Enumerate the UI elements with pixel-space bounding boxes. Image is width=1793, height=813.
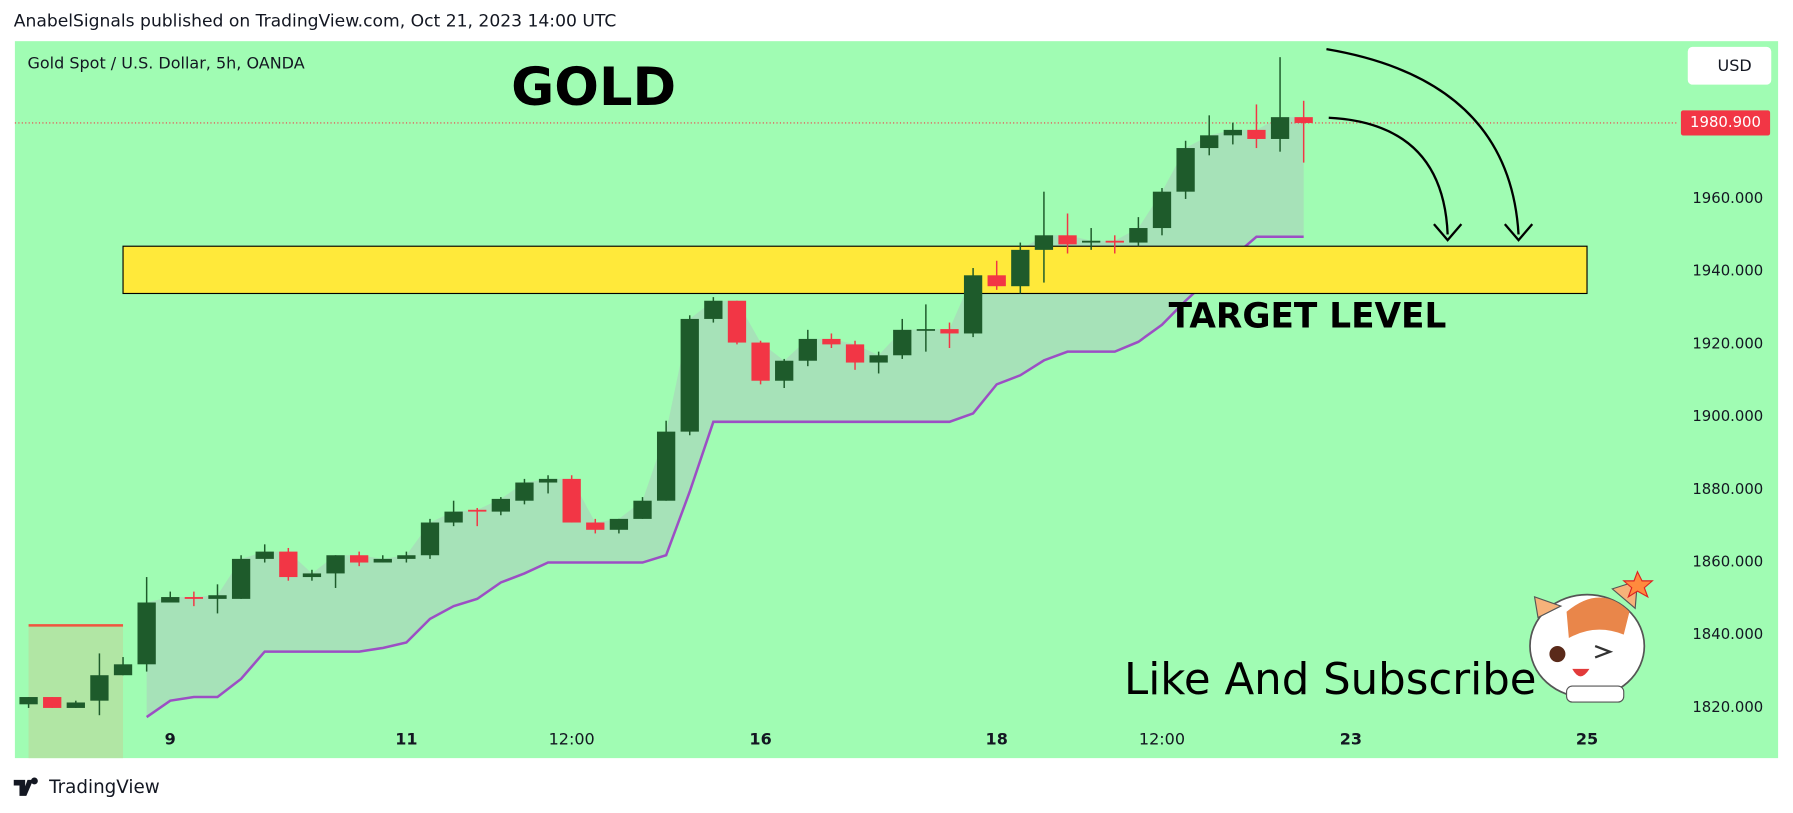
candle-body — [586, 522, 605, 530]
candle-body — [19, 697, 38, 705]
candle-body — [562, 478, 581, 523]
arrows — [1326, 48, 1534, 242]
candle-body — [656, 431, 676, 501]
star — [1622, 570, 1654, 599]
candle-body — [137, 602, 156, 665]
last-price-label: 1980.900 — [1690, 113, 1761, 131]
candle-body — [66, 702, 85, 708]
y-tick-label: 1820.000 — [1692, 698, 1763, 716]
candle-body — [113, 664, 133, 676]
candle-body — [1176, 148, 1195, 192]
candle-body — [1152, 191, 1172, 229]
candle-body — [1223, 129, 1242, 136]
candle-body — [491, 498, 510, 512]
candle-body — [161, 597, 180, 603]
chart-title: GOLD — [511, 57, 676, 118]
logo: TradingView — [13, 777, 160, 798]
footer: TradingView — [48, 777, 160, 798]
cat-sticker — [1529, 570, 1654, 703]
candle-body — [1011, 249, 1030, 287]
candle-body — [869, 355, 888, 363]
candle-body — [1058, 235, 1077, 245]
candle-body — [1129, 228, 1148, 243]
currency[interactable]: USD — [1718, 56, 1752, 75]
x-tick-label: 25 — [1576, 729, 1598, 748]
cat-body — [1565, 685, 1625, 703]
candle-body — [1294, 117, 1313, 123]
x-tick-label: 12:00 — [549, 729, 595, 748]
cat-wink — [1594, 644, 1614, 659]
x-tick-label: 16 — [749, 729, 771, 748]
header: AnabelSignals published on TradingView.c… — [14, 12, 617, 32]
annotation: TARGET LEVEL — [1169, 296, 1447, 336]
candle-body — [515, 482, 534, 501]
arrow-head — [1433, 223, 1463, 242]
candle-body — [987, 275, 1006, 287]
candle-body — [231, 558, 251, 599]
candle-body — [680, 318, 699, 432]
logo-mark — [13, 777, 38, 796]
candle-body — [1082, 240, 1101, 243]
candle-body — [1270, 117, 1290, 139]
x-tick-label: 18 — [986, 729, 1008, 748]
candle-body — [444, 511, 463, 523]
candle-body — [255, 551, 274, 559]
candle-body — [798, 338, 817, 361]
candle-body — [822, 338, 841, 345]
y-tick-label: 1900.000 — [1692, 407, 1763, 425]
candle-body — [963, 275, 983, 334]
arrow — [1326, 48, 1520, 235]
y-tick-label: 1880.000 — [1692, 480, 1763, 498]
cat-eye — [1549, 646, 1566, 663]
candle-body — [538, 478, 558, 483]
candle-body — [775, 360, 794, 381]
candle-body — [704, 300, 723, 319]
candle-body — [609, 518, 629, 530]
candle-body — [397, 555, 416, 559]
target-zone — [122, 245, 1588, 295]
candle-body — [184, 597, 204, 599]
y-tick-label: 1920.000 — [1692, 334, 1763, 352]
call-to-action: Like And Subscribe — [1124, 655, 1536, 705]
candle-body — [43, 697, 62, 708]
symbol: Gold Spot / U.S. Dollar, 5h, OANDA — [27, 54, 304, 73]
candle-body — [420, 522, 440, 556]
arrow-head — [1503, 223, 1534, 242]
candle-body — [373, 558, 392, 563]
candle-body — [893, 329, 912, 356]
candle-body — [1034, 235, 1054, 250]
candle-body — [208, 595, 227, 599]
x-tick-label: 11 — [395, 729, 417, 748]
candle-body — [326, 555, 345, 574]
candle-body — [1247, 129, 1266, 139]
candle-body — [916, 329, 936, 331]
cat-mouth — [1572, 668, 1590, 677]
candle-body — [302, 573, 322, 578]
trend-fill — [28, 625, 124, 759]
candle-body — [1105, 240, 1124, 243]
candle-body — [727, 300, 747, 343]
y-tick-label: 1840.000 — [1692, 625, 1763, 643]
candle-body — [633, 500, 652, 519]
candle-body — [90, 675, 109, 701]
last-price-box — [1680, 110, 1771, 136]
y-tick-label: 1940.000 — [1692, 262, 1763, 280]
x-tick-label: 12:00 — [1139, 729, 1185, 748]
candle-body — [751, 342, 770, 381]
candle-body — [468, 509, 487, 512]
arrow — [1328, 116, 1449, 235]
candle-body — [279, 551, 298, 578]
candle-body — [1200, 135, 1219, 149]
candle-body — [350, 555, 369, 563]
cat-patch — [1566, 597, 1630, 639]
candle-body — [940, 329, 959, 334]
candle-body — [845, 344, 865, 363]
currency-box[interactable] — [1687, 46, 1772, 85]
y-tick-label: 1960.000 — [1692, 189, 1763, 207]
x-tick-label: 9 — [165, 729, 176, 748]
x-tick-label: 23 — [1340, 729, 1362, 748]
trend-line — [145, 235, 1304, 719]
y-tick-label: 1860.000 — [1692, 553, 1763, 571]
